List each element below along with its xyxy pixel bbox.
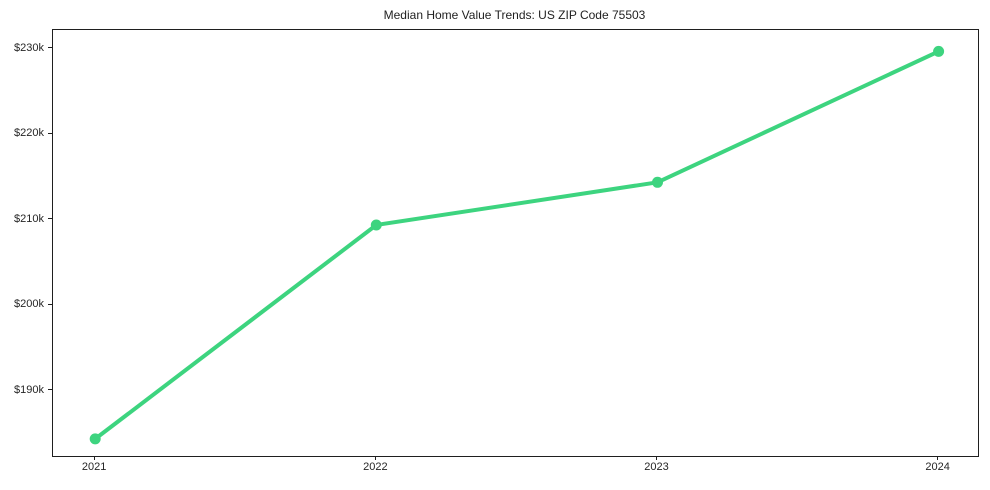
trend-line <box>93 49 941 441</box>
data-point-marker <box>370 219 382 231</box>
x-tick-mark <box>93 456 95 460</box>
y-tick-mark <box>48 389 52 391</box>
y-tick-mark <box>48 47 52 49</box>
data-point-marker <box>933 45 945 57</box>
x-tick-mark <box>655 456 657 460</box>
x-tick-label: 2024 <box>925 461 950 473</box>
plot-area <box>52 29 979 457</box>
x-tick-label: 2022 <box>363 461 388 473</box>
x-tick-label: 2021 <box>81 461 107 473</box>
data-point-marker <box>89 433 101 445</box>
y-tick-mark <box>48 303 52 305</box>
y-tick-label: $190k <box>14 383 44 396</box>
data-point-marker <box>652 176 663 188</box>
y-tick-label: $200k <box>14 298 44 311</box>
y-tick-mark <box>48 132 52 134</box>
x-tick-label: 2023 <box>644 461 669 473</box>
y-tick-mark <box>48 218 52 220</box>
chart-title: Median Home Value Trends: US ZIP Code 75… <box>383 8 646 22</box>
x-tick-mark <box>937 456 939 460</box>
line-series-svg <box>89 45 945 445</box>
y-tick-label: $210k <box>14 212 44 225</box>
x-tick-mark <box>374 456 376 460</box>
y-tick-label: $220k <box>14 127 44 140</box>
y-tick-label: $230k <box>14 41 44 54</box>
